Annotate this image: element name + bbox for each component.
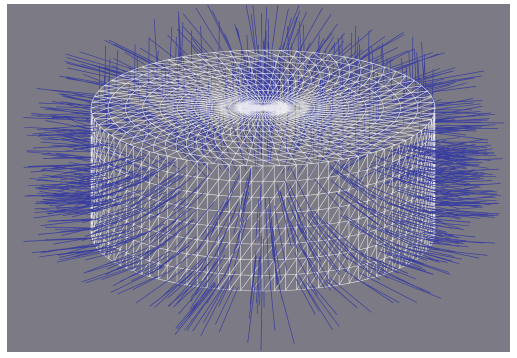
render-viewport <box>0 0 517 358</box>
